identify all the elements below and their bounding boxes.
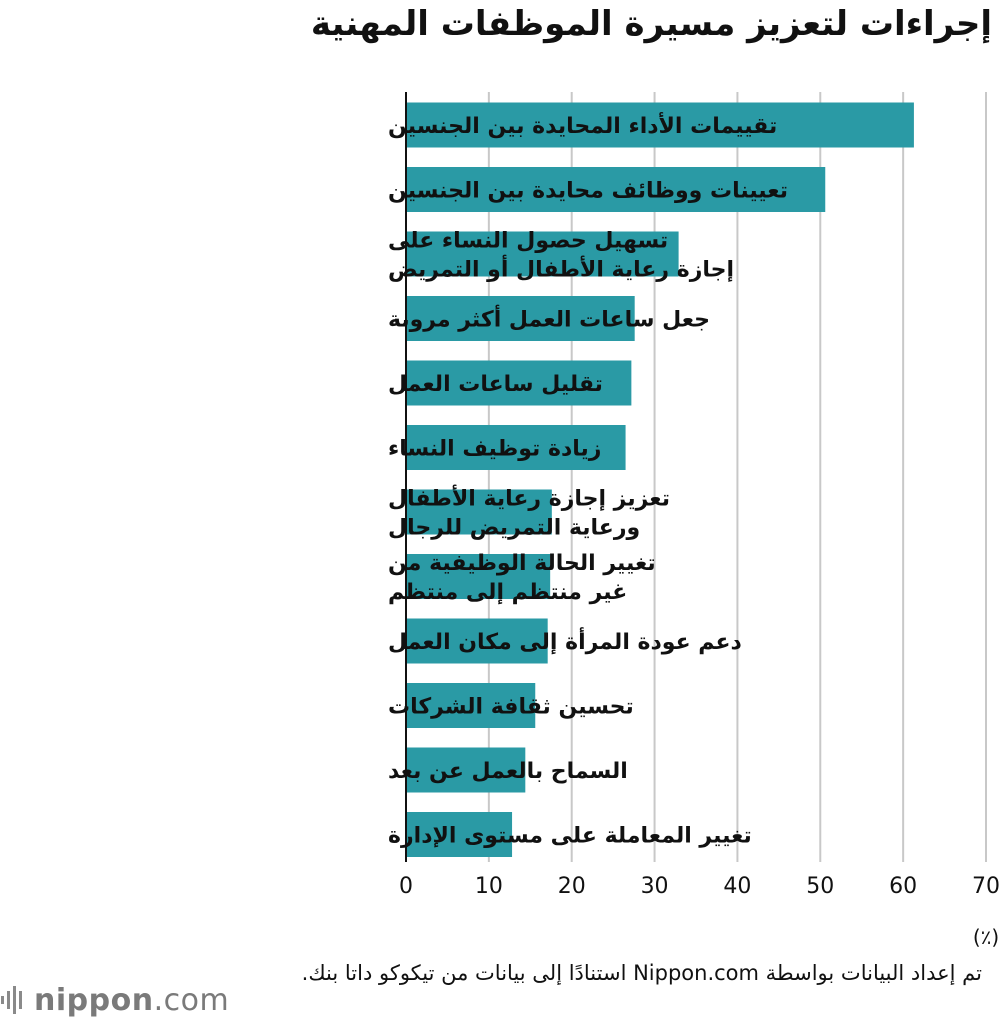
tick-label-50: 50 [806, 874, 834, 899]
sound-bars-icon [1, 986, 22, 1014]
logo-suffix: .com [153, 982, 230, 1018]
bar-7 [406, 554, 551, 599]
bar-9 [406, 683, 536, 728]
nippon-logo: nippon.com [0, 980, 229, 1020]
category-label-6: تعزيز إجازة رعاية الأطفال ورعاية التمريض … [388, 484, 670, 541]
category-label-1: تعيينات ووظائف محايدة بين الجنسين [388, 179, 788, 204]
bar-6 [406, 489, 552, 535]
bars [406, 102, 914, 857]
source-note: تم إعداد البيانات بواسطة Nippon.com استن… [301, 961, 982, 985]
bar-8 [406, 618, 548, 664]
tick-label-0: 0 [399, 874, 413, 899]
bar-5 [406, 425, 626, 470]
category-label-8: دعم عودة المرأة إلى مكان العمل [388, 626, 742, 655]
tick-label-60: 60 [889, 874, 917, 899]
category-label-11: تغيير المعاملة على مستوى الإدارة [388, 824, 752, 849]
category-label-7: تغيير الحالة الوظيفية من غير منتظم إلى من… [388, 551, 656, 605]
tick-label-70: 70 [972, 874, 1000, 899]
bar-chart: تقييمات الأداء المحايدة بين الجنسين تعيين… [388, 92, 1000, 949]
category-label-5: زيادة توظيف النساء [388, 437, 601, 462]
tick-label-30: 30 [641, 874, 669, 899]
unit-label: (٪) [973, 925, 999, 949]
bar-2 [406, 231, 679, 277]
category-label-9: تحسين ثقافة الشركات [388, 695, 634, 720]
bar-11 [406, 812, 513, 857]
category-label-0: تقييمات الأداء المحايدة بين الجنسين [388, 111, 777, 139]
bar-3 [406, 296, 635, 341]
tick-label-10: 10 [475, 874, 503, 899]
bar-0 [406, 102, 914, 148]
category-labels: تقييمات الأداء المحايدة بين الجنسين تعيين… [388, 111, 788, 849]
grid-lines [487, 92, 987, 862]
category-label-4: تقليل ساعات العمل [388, 372, 603, 397]
tick-label-20: 20 [558, 874, 586, 899]
category-label-3: جعل ساعات العمل أكثر مرونة [388, 304, 710, 333]
tick-labels: 0 10 20 30 40 50 60 70 [399, 874, 1000, 899]
tick-label-40: 40 [723, 874, 751, 899]
logo-name: nippon [34, 982, 154, 1018]
category-label-2: تسهيل حصول النساء على إجازة رعاية الأطفال… [388, 229, 734, 283]
bar-10 [406, 747, 526, 793]
category-label-10: السماح بالعمل عن بعد [388, 759, 628, 784]
bar-4 [406, 360, 632, 406]
chart-title: إجراءات لتعزيز مسيرة الموظفات المهنية [310, 4, 992, 44]
logo-text: nippon.com [34, 983, 229, 1018]
bar-1 [406, 167, 826, 212]
